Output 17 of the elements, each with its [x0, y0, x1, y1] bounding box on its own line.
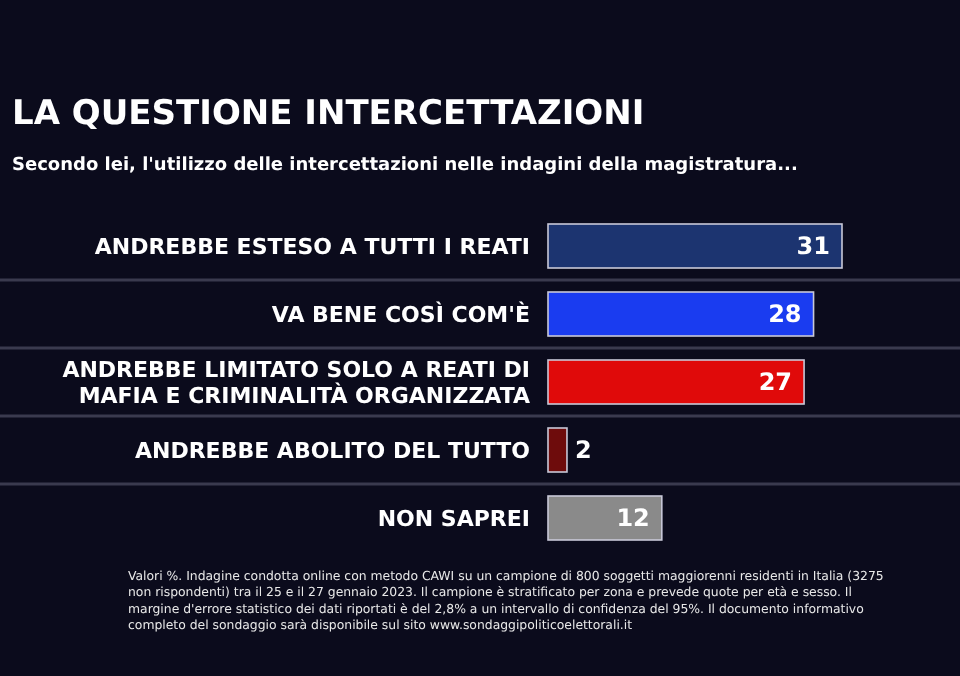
bar: [547, 495, 663, 541]
bar: [547, 359, 805, 405]
data-label: 2: [574, 436, 592, 465]
y-tick-label: ANDREBBE LIMITATO SOLO A REATI DI MAFIA E CRIMINALITÀ ORGANIZZATA: [62, 356, 531, 409]
y-tick-label: ANDREBBE ESTESO A TUTTI I REATI: [94, 233, 530, 260]
y-tick-label: VA BENE COSÌ COM'È: [271, 299, 530, 328]
data-label: 28: [768, 300, 802, 329]
data-label: 31: [796, 232, 830, 261]
chart-subtitle: Secondo lei, l'utilizzo delle intercettazioni nelle indagini della magistratura...: [12, 156, 798, 176]
data-label: 27: [758, 368, 793, 397]
bar: [547, 223, 843, 269]
y-tick-label: ANDREBBE ABOLITO DEL TUTTO: [134, 437, 530, 464]
chart-title: LA QUESTIONE INTERCETTAZIONI: [12, 94, 645, 134]
data-label: 12: [616, 504, 650, 533]
y-tick-label: NON SAPREI: [377, 505, 530, 532]
bar: [547, 427, 568, 473]
bar: [547, 291, 815, 337]
